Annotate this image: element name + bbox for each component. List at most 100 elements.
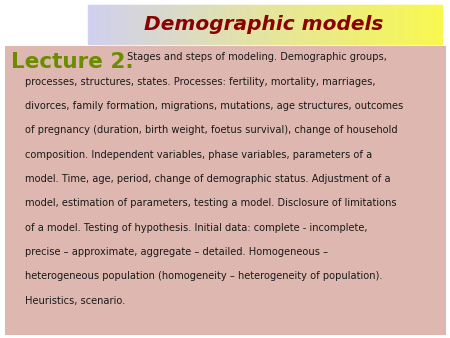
Bar [413,5,415,44]
Bar [169,5,171,44]
Bar [427,5,430,44]
Bar [162,5,165,44]
Bar [155,5,157,44]
Bar [259,5,262,44]
Bar [192,5,194,44]
Bar [384,5,387,44]
Bar [248,5,251,44]
Bar [135,5,138,44]
Bar [399,5,401,44]
Bar [93,5,96,44]
Bar [261,5,264,44]
Bar [317,5,320,44]
Text: precise – approximate, aggregate – detailed. Homogeneous –: precise – approximate, aggregate – detai… [25,247,328,257]
Bar [97,5,99,44]
Bar [112,5,115,44]
Bar [328,5,331,44]
Bar [158,5,161,44]
Bar [291,5,293,44]
Bar [229,5,232,44]
Bar [330,5,333,44]
Text: heterogeneous population (homogeneity – heterogeneity of population).: heterogeneous population (homogeneity – … [25,271,382,282]
Bar [201,5,203,44]
Bar [432,5,435,44]
Bar [148,5,150,44]
Bar [187,5,189,44]
Bar [436,5,438,44]
Bar [358,5,360,44]
Bar [439,5,442,44]
Bar [195,5,198,44]
Bar [231,5,234,44]
Bar [144,5,147,44]
Bar [122,5,124,44]
Bar [160,5,163,44]
Bar [420,5,423,44]
Bar [234,5,237,44]
Bar [416,5,419,44]
Bar [335,5,338,44]
Bar [257,5,260,44]
Bar [429,5,431,44]
Bar [91,5,94,44]
Bar [351,5,354,44]
Bar [361,5,364,44]
Bar [199,5,202,44]
Bar [365,5,368,44]
Bar [132,5,135,44]
Bar [321,5,324,44]
Bar [109,5,112,44]
Bar [245,5,248,44]
Bar [241,5,244,44]
Bar [268,5,270,44]
Bar [102,5,104,44]
Bar [340,5,343,44]
Bar [4,46,446,335]
Bar [437,5,440,44]
Bar [183,5,186,44]
Bar [99,5,101,44]
Bar [194,5,196,44]
Bar [422,5,424,44]
Bar [292,5,295,44]
Bar [342,5,345,44]
Bar [252,5,255,44]
Bar [153,5,156,44]
Bar [157,5,159,44]
Bar [197,5,200,44]
Bar [118,5,121,44]
Bar [376,5,378,44]
Bar [167,5,170,44]
Bar [346,5,348,44]
Bar [382,5,385,44]
Bar [333,5,336,44]
Bar [279,5,281,44]
Bar [111,5,113,44]
Bar [307,5,310,44]
Text: Stages and steps of modeling. Demographic groups,: Stages and steps of modeling. Demographi… [124,52,387,63]
Bar [386,5,389,44]
Bar [406,5,408,44]
Bar [353,5,356,44]
Text: model, estimation of parameters, testing a model. Disclosure of limitations: model, estimation of parameters, testing… [25,198,396,209]
Bar [286,5,288,44]
Bar [326,5,329,44]
Bar [370,5,373,44]
Bar [282,5,285,44]
Bar [355,5,357,44]
Text: composition. Independent variables, phase variables, parameters of a: composition. Independent variables, phas… [25,150,372,160]
Bar [123,5,126,44]
Bar [338,5,341,44]
Bar [137,5,140,44]
Text: processes, structures, states. Processes: fertility, mortality, marriages,: processes, structures, states. Processes… [25,77,375,87]
Bar [372,5,375,44]
Bar [379,5,382,44]
Bar [107,5,110,44]
Bar [397,5,400,44]
Bar [181,5,184,44]
Bar [225,5,228,44]
Bar [332,5,334,44]
Bar [270,5,272,44]
Bar [222,5,225,44]
Bar [166,5,168,44]
